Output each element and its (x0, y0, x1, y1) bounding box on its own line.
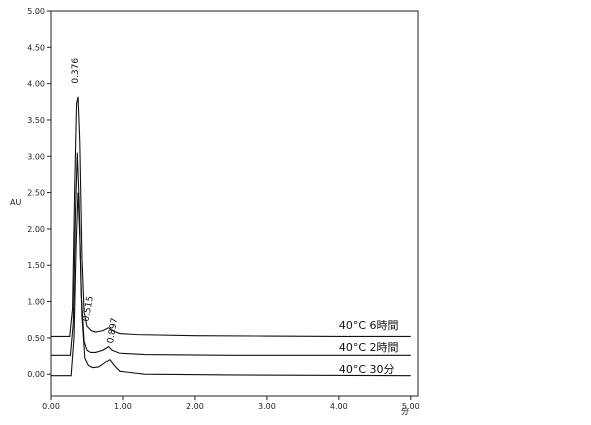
y-tick-label: 4.50 (27, 43, 45, 52)
series-traces (51, 96, 411, 377)
y-tick-label: 2.00 (27, 225, 45, 234)
series-trace-3 (51, 192, 411, 377)
x-tick-label: 3.00 (258, 402, 276, 411)
x-tick-label: 0.00 (42, 402, 60, 411)
y-tick-label: 2.50 (27, 189, 45, 198)
y-tick-label: 4.00 (27, 80, 45, 89)
y-tick-label: 3.00 (27, 152, 45, 161)
y-tick-label: 0.50 (27, 334, 45, 343)
x-tick-label: 1.00 (114, 402, 132, 411)
series-label-2: 40°C 2時間 (339, 341, 399, 354)
series-trace-2 (51, 152, 411, 356)
x-tick-label: 4.00 (330, 402, 348, 411)
y-axis: 0.00 0.50 1.00 1.50 2.00 2.50 3.00 3.50 4.00 4.50… (27, 7, 51, 379)
y-axis-label: AU (10, 198, 21, 207)
peak-label: 0.515 (82, 295, 96, 322)
peak-annotations: 0.376 0.515 0.897 (71, 58, 120, 345)
series-labels: 40°C 6時間 40°C 2時間 40°C 30分 (339, 319, 399, 376)
x-axis: 0.00 1.00 2.00 3.00 4.00 5.00 (42, 396, 420, 411)
y-tick-label: 5.00 (27, 7, 45, 16)
plot-frame (50, 10, 419, 397)
peak-label: 0.376 (71, 58, 81, 84)
series-trace-1 (51, 96, 411, 337)
series-label-1: 40°C 6時間 (339, 319, 399, 332)
y-tick-label: 3.50 (27, 116, 45, 125)
y-tick-label: 1.00 (27, 298, 45, 307)
x-tick-label: 2.00 (186, 402, 204, 411)
series-label-3: 40°C 30分 (339, 363, 395, 376)
x-axis-label: 分 (401, 407, 409, 416)
y-tick-label: 1.50 (27, 261, 45, 270)
x-tick-label: 5.00 (402, 402, 420, 411)
y-tick-label: 0.00 (27, 370, 45, 379)
peak-label: 0.897 (106, 317, 120, 344)
